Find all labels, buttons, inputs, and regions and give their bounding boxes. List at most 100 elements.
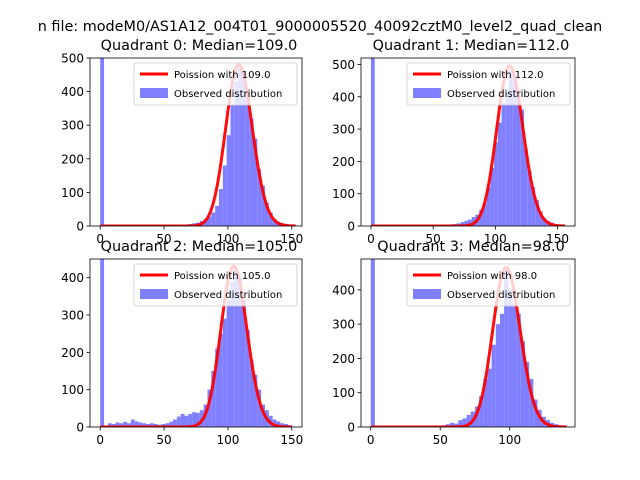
- hist-bar: [516, 313, 521, 427]
- y-tick-label: 300: [61, 309, 84, 323]
- x-tick-label: 100: [484, 232, 507, 246]
- hist-bar: [261, 185, 265, 226]
- hist-bar: [138, 422, 143, 427]
- y-tick-label: 200: [61, 346, 84, 360]
- hist-bar: [142, 423, 147, 427]
- hist-bar: [234, 270, 239, 427]
- y-tick-label: 100: [332, 386, 355, 400]
- chart-title: Quadrant 0: Median=109.0: [101, 38, 298, 54]
- y-tick-label: 0: [76, 220, 84, 234]
- hist-bar: [527, 171, 532, 226]
- hist-bar: [280, 423, 285, 427]
- hist-bar: [123, 421, 128, 427]
- hist-bar: [464, 220, 468, 226]
- plot-area: [99, 259, 293, 427]
- hist-bar: [238, 277, 242, 427]
- hist-bar: [230, 105, 235, 226]
- hist-bar: [222, 318, 227, 427]
- hist-bar: [524, 361, 530, 427]
- hist-bar: [261, 404, 265, 427]
- hist-bar: [494, 142, 498, 226]
- figure-title: n file: modeM0/AS1A12_004T01_9000005520_…: [38, 19, 603, 35]
- hist-bar: [370, 58, 375, 226]
- legend: Poission with 109.0 Observed distribution: [133, 62, 298, 106]
- plot-area: [369, 259, 568, 427]
- y-tick-label: 300: [61, 119, 84, 133]
- hist-bar: [215, 205, 219, 226]
- legend-fit-label: Poission with 112.0: [447, 70, 543, 81]
- y-tick-label: 200: [332, 155, 355, 169]
- x-tick-label: 50: [156, 232, 171, 246]
- legend-fit-label: Poission with 98.0: [447, 271, 537, 282]
- hist-bar: [268, 212, 273, 226]
- hist-bar: [529, 379, 534, 427]
- legend-box: [133, 62, 298, 106]
- legend: Poission with 98.0 Observed distribution: [406, 263, 571, 307]
- y-tick-label: 400: [332, 90, 355, 104]
- legend-box: [406, 263, 571, 307]
- axes-frame: [89, 57, 303, 227]
- legend-fit-label: Poission with 109.0: [174, 70, 270, 81]
- legend-hist-label: Observed distribution: [174, 290, 282, 301]
- hist-bar: [119, 423, 124, 427]
- hist-bar: [276, 421, 281, 427]
- legend-box: [406, 62, 571, 106]
- hist-bar: [272, 419, 277, 427]
- hist-bar: [253, 138, 258, 226]
- y-tick-label: 100: [332, 187, 355, 201]
- y-tick-label: 400: [332, 283, 355, 297]
- hist-bar: [245, 91, 250, 226]
- hist-bar: [501, 103, 506, 226]
- hist-bar: [218, 333, 223, 427]
- x-tick-label: 50: [426, 232, 441, 246]
- y-tick-label: 200: [332, 352, 355, 366]
- legend: Poission with 105.0 Observed distribution: [133, 263, 298, 307]
- hist-bar: [184, 415, 189, 427]
- hist-bar: [215, 348, 219, 427]
- hist-bar: [508, 289, 513, 427]
- hist-bar: [482, 203, 487, 226]
- hist-bar: [211, 371, 216, 427]
- hist-bar: [134, 421, 139, 427]
- hist-bar: [520, 341, 525, 427]
- hist-bar: [207, 216, 212, 226]
- poisson-fit-line: [370, 64, 566, 226]
- hist-bar: [542, 217, 547, 226]
- hist-bar: [272, 219, 277, 226]
- y-tick-label: 100: [61, 186, 84, 200]
- legend-hist-swatch: [413, 88, 441, 98]
- hist-bar: [370, 259, 375, 427]
- axes-frame: [360, 57, 576, 227]
- x-tick-label: 50: [156, 433, 171, 447]
- hist-bar: [257, 389, 262, 427]
- hist-bar: [176, 416, 181, 427]
- hist-bar: [253, 374, 258, 427]
- hist-bar: [234, 81, 239, 226]
- hist-bar: [468, 219, 472, 226]
- x-tick-label: 150: [280, 433, 303, 447]
- hist-bar: [169, 421, 174, 427]
- hist-bar: [454, 423, 459, 427]
- hist-bar: [115, 422, 120, 427]
- legend-hist-label: Observed distribution: [447, 89, 555, 100]
- hist-bar: [479, 209, 483, 226]
- hist-bar: [107, 423, 112, 427]
- hist-bar: [257, 168, 262, 226]
- hist-bar: [241, 73, 246, 226]
- y-tick-label: 100: [61, 383, 84, 397]
- poisson-fit-line: [99, 264, 293, 427]
- hist-bar: [495, 324, 500, 427]
- chart-panel-3: 0 50 100 0 100 200 300 400 Quadrant 3: Median=98…: [332, 239, 576, 447]
- hist-bar: [523, 148, 528, 226]
- hist-bar: [218, 189, 223, 226]
- hist-bar: [150, 423, 154, 427]
- y-tick-label: 400: [61, 85, 84, 99]
- chart-title: Quadrant 1: Median=112.0: [373, 38, 570, 54]
- hist-bar: [474, 406, 480, 427]
- hist-bar: [264, 202, 269, 226]
- hist-bar: [462, 418, 467, 427]
- legend-fit-label: Poission with 105.0: [174, 271, 270, 282]
- hist-bar: [531, 187, 536, 226]
